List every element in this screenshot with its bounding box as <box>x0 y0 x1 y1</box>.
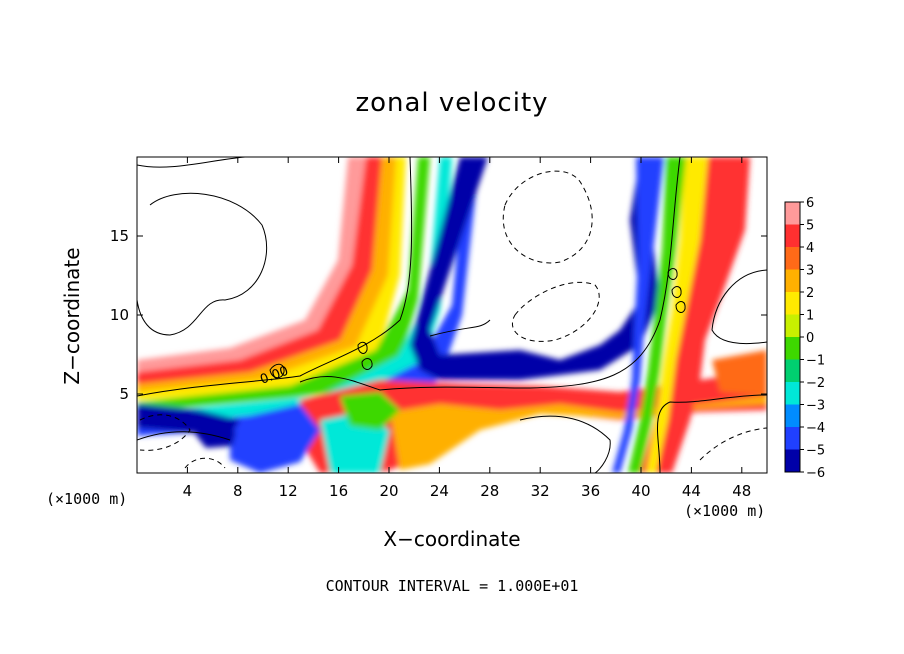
y-axis-ticks: 5 10 15 <box>110 227 767 403</box>
chart-title: zonal velocity <box>355 88 549 118</box>
field-right-edge-warm <box>712 350 767 396</box>
field-band-navy <box>410 157 660 380</box>
colorbar-label: −1 <box>806 354 825 369</box>
field-lowleft-navy <box>137 404 240 436</box>
contour-zero-loop-left <box>269 363 285 379</box>
colorbar-swatch <box>785 202 800 225</box>
x-tick-label: 4 <box>183 482 193 500</box>
contour-line-right-upper <box>711 269 767 345</box>
x-tick-label: 48 <box>732 482 751 500</box>
field-lowleft-blue <box>230 404 320 473</box>
contour-zero-loop-b <box>361 358 373 370</box>
colorbar-swatch <box>785 247 800 270</box>
x-tick-label: 16 <box>329 482 348 500</box>
field-right-column-yellow <box>646 157 708 473</box>
field-right-column-blue <box>612 157 664 473</box>
colorbar-label: −4 <box>806 421 825 436</box>
colorbar: 6 5 4 3 2 1 0 −1 −2 −3 −4 −5 −6 <box>784 196 825 481</box>
contour-dashed-bottom-right <box>699 427 767 461</box>
field-band-red <box>137 157 386 386</box>
colorbar-swatch <box>785 382 800 405</box>
colorbar-swatch <box>785 337 800 360</box>
y-tick-label: 5 <box>119 385 129 403</box>
x-axis-ticks: 4 8 12 16 20 24 28 32 36 40 44 48 <box>183 157 751 500</box>
contour-line-top-left <box>137 157 246 168</box>
velocity-field: 0.00 <box>137 157 767 473</box>
colorbar-swatch <box>785 224 800 247</box>
x-tick-label: 24 <box>430 482 449 500</box>
y-tick-label: 15 <box>110 227 129 245</box>
colorbar-label: −6 <box>806 466 825 481</box>
contour-line-lower-band <box>299 157 681 391</box>
x-tick-label: 28 <box>480 482 499 500</box>
contour-zero-loop-e <box>675 301 686 313</box>
contour-line-left-lower <box>137 431 231 441</box>
field-band-outer <box>137 157 378 380</box>
colorbar-label: 5 <box>806 219 814 234</box>
field-right-column-green <box>628 157 686 473</box>
contour-zero-loop-c <box>667 268 678 280</box>
colorbar-swatch <box>785 292 800 315</box>
contour-interval-note: CONTOUR INTERVAL = 1.000E+01 <box>325 577 579 595</box>
contour-dashed-upper-right <box>502 170 593 264</box>
colorbar-label: −3 <box>806 399 825 414</box>
contour-line-midright <box>429 319 491 337</box>
colorbar-label: 2 <box>806 286 814 301</box>
x-tick-label: 8 <box>233 482 243 500</box>
field-bottom-green <box>340 392 400 430</box>
contour-line-main-band <box>137 157 413 397</box>
y-axis-label: Z−coordinate <box>60 247 84 385</box>
colorbar-label: 0 <box>806 331 814 346</box>
colorbar-label: 4 <box>806 241 814 256</box>
contour-zero-loop-d <box>671 286 682 298</box>
x-tick-label: 44 <box>682 482 701 500</box>
x-tick-label: 32 <box>531 482 550 500</box>
contour-line-upper-left <box>137 192 268 336</box>
x-unit-note-right: (×1000 m) <box>684 502 766 520</box>
contour-dashed-mid-right <box>512 281 600 342</box>
colorbar-label: 3 <box>806 264 814 279</box>
colorbar-swatch <box>785 269 800 292</box>
x-tick-label: 12 <box>279 482 298 500</box>
x-unit-note-left: (×1000 m) <box>46 490 128 508</box>
contour-dashed-lower-left <box>139 414 191 451</box>
contour-dashed-bottom-left <box>184 457 226 469</box>
colorbar-swatch <box>785 427 800 450</box>
contour-lines <box>137 157 767 473</box>
x-tick-label: 20 <box>379 482 398 500</box>
colorbar-label: 6 <box>806 196 814 211</box>
contour-zero-loop-a <box>357 341 368 354</box>
colorbar-swatch <box>785 449 800 472</box>
x-tick-label: 40 <box>631 482 650 500</box>
contour-line-right-lower <box>657 394 767 473</box>
colorbar-swatch <box>785 314 800 337</box>
field-lower-orange <box>390 396 767 470</box>
colorbar-label: −5 <box>806 444 825 459</box>
colorbar-swatch <box>785 404 800 427</box>
x-axis-label: X−coordinate <box>383 527 521 551</box>
x-tick-label: 36 <box>581 482 600 500</box>
colorbar-label: −2 <box>806 376 825 391</box>
y-tick-label: 10 <box>110 306 129 324</box>
contour-line-bottom-mid <box>519 415 611 473</box>
colorbar-label: 1 <box>806 309 814 324</box>
colorbar-swatch <box>785 359 800 382</box>
